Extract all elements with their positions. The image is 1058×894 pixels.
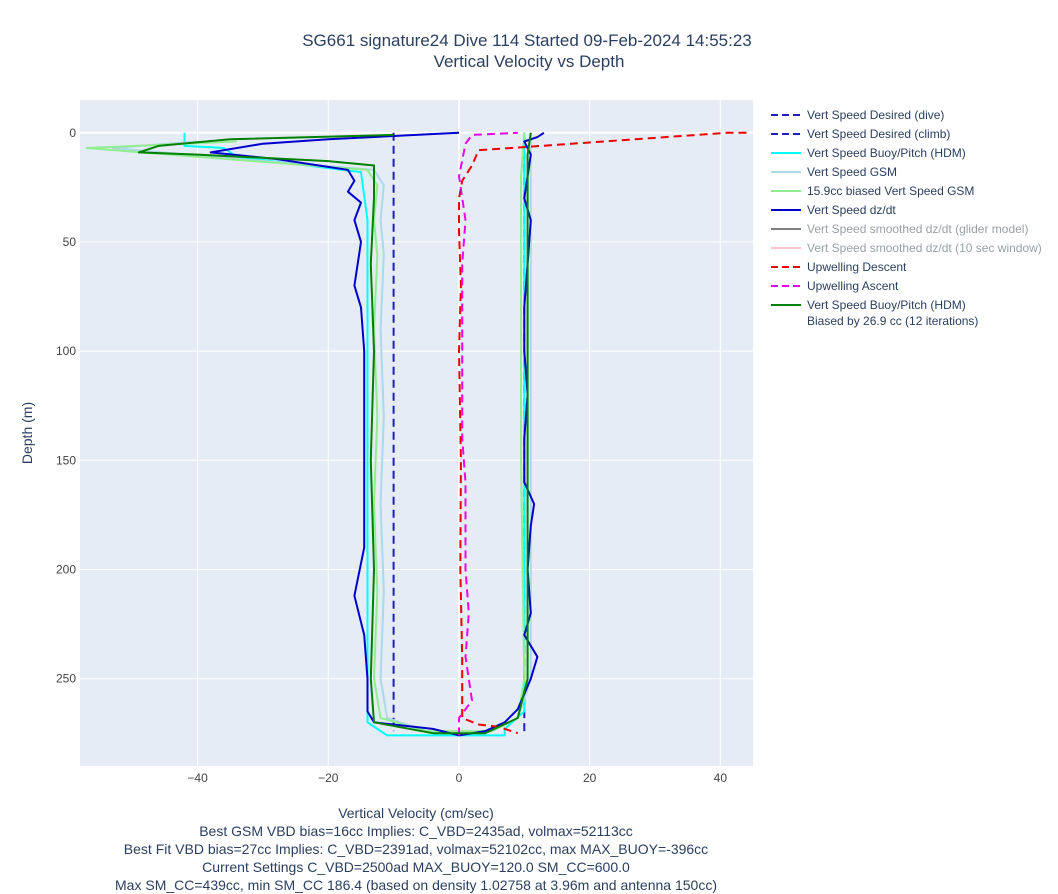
legend-label: Vert Speed smoothed dz/dt (glider model)	[807, 222, 1028, 236]
plot-area	[80, 100, 753, 766]
y-tick-label: 50	[63, 235, 77, 249]
legend-item[interactable]: Vert Speed GSM	[771, 165, 897, 179]
legend-label: Vert Speed Desired (climb)	[807, 127, 950, 141]
series-line-4	[85, 132, 526, 733]
chart-subtitle: Vertical Velocity vs Depth	[434, 52, 625, 71]
legend-label: Vert Speed dz/dt	[807, 203, 896, 217]
x-tick-label: 40	[714, 771, 728, 785]
chart-title: SG661 signature24 Dive 114 Started 09-Fe…	[302, 31, 752, 50]
legend: Vert Speed Desired (dive) Vert Speed Desi…	[771, 108, 1042, 328]
legend-label: Vert Speed Buoy/Pitch (HDM)	[807, 298, 966, 312]
y-axis-title: Depth (m)	[19, 402, 35, 464]
series-line-10	[137, 132, 532, 735]
y-tick-label: 200	[56, 562, 76, 576]
legend-item[interactable]: Vert Speed dz/dt	[771, 203, 896, 217]
legend-item[interactable]: Vert Speed Buoy/Pitch (HDM) Biased by 26.…	[771, 298, 978, 328]
zero-lines	[80, 100, 753, 766]
x-tick-label: 20	[583, 771, 597, 785]
y-tick-label: 150	[56, 453, 76, 467]
data-traces	[85, 131, 747, 737]
footer-line-4: Max SM_CC=439cc, min SM_CC 186.4 (based …	[115, 877, 717, 893]
y-tick-labels: 0 50 100 150 200 250	[56, 126, 76, 686]
legend-label-line2: Biased by 26.9 cc (12 iterations)	[807, 314, 978, 328]
legend-item[interactable]: Vert Speed smoothed dz/dt (glider model)	[771, 222, 1028, 236]
series-line-5	[209, 131, 545, 737]
legend-label: Upwelling Ascent	[807, 279, 899, 293]
legend-item[interactable]: Upwelling Descent	[771, 260, 907, 274]
y-tick-label: 100	[56, 344, 76, 358]
footer-line-1: Best GSM VBD bias=16cc Implies: C_VBD=24…	[199, 823, 633, 839]
legend-label: Vert Speed GSM	[807, 165, 897, 179]
y-tick-label: 0	[69, 126, 76, 140]
legend-item[interactable]: Upwelling Ascent	[771, 279, 899, 293]
y-tick-label: 250	[56, 672, 76, 686]
x-axis-title: Vertical Velocity (cm/sec)	[338, 805, 494, 821]
legend-item[interactable]: Vert Speed Desired (dive)	[771, 108, 944, 122]
legend-item[interactable]: Vert Speed Desired (climb)	[771, 127, 950, 141]
legend-label: 15.9cc biased Vert Speed GSM	[807, 184, 974, 198]
legend-label: Vert Speed Desired (dive)	[807, 108, 944, 122]
legend-label: Vert Speed Buoy/Pitch (HDM)	[807, 146, 966, 160]
legend-label: Upwelling Descent	[807, 260, 907, 274]
footer-line-2: Best Fit VBD bias=27cc Implies: C_VBD=23…	[124, 841, 708, 857]
legend-label: Vert Speed smoothed dz/dt (10 sec window…	[807, 241, 1042, 255]
legend-item[interactable]: 15.9cc biased Vert Speed GSM	[771, 184, 974, 198]
footer-line-3: Current Settings C_VBD=2500ad MAX_BUOY=1…	[202, 859, 630, 875]
legend-item[interactable]: Vert Speed Buoy/Pitch (HDM)	[771, 146, 966, 160]
x-tick-label: 0	[456, 771, 463, 785]
series-line-8	[458, 131, 747, 735]
x-tick-label: −20	[318, 771, 339, 785]
x-tick-label: −40	[187, 771, 208, 785]
x-tick-labels: −40 −20 0 20 40	[187, 771, 727, 785]
legend-item[interactable]: Vert Speed smoothed dz/dt (10 sec window…	[771, 241, 1042, 255]
